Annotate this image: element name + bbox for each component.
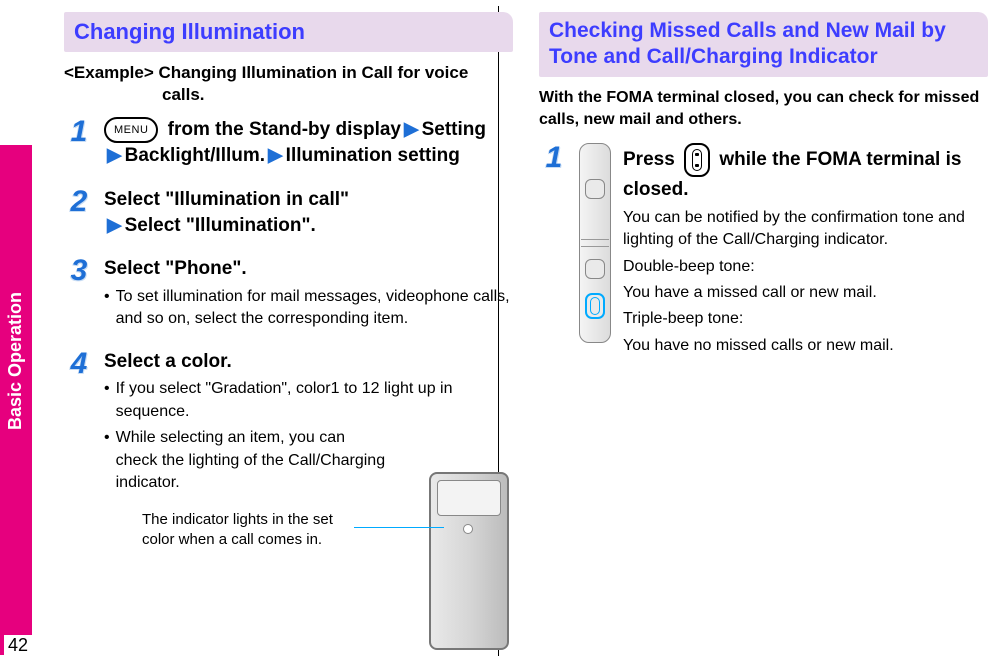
callout-line xyxy=(354,527,444,529)
step4-sub1: If you select "Gradation", color1 to 12 … xyxy=(116,378,513,423)
phone-hinge xyxy=(581,239,609,247)
rs1-line3: You have a missed call or new mail. xyxy=(623,282,988,304)
step-4-sub1: • If you select "Gradation", color1 to 1… xyxy=(104,378,513,423)
step-number: 3 xyxy=(64,256,94,286)
step-4-title: Select a color. xyxy=(104,349,513,375)
callout-text: The indicator lights in the set color wh… xyxy=(142,510,357,551)
step3-sub1: To set illumination for mail messages, v… xyxy=(116,286,513,331)
arrow-icon: ▶ xyxy=(401,119,422,140)
bullet-icon: • xyxy=(104,427,110,494)
right-step-1: 1 Press while the FOMA terminal is close… xyxy=(539,143,988,357)
right-step1-title: Press while the FOMA terminal is closed. xyxy=(623,143,988,203)
step-2: 2 Select "Illumination in call" ▶Select … xyxy=(64,187,513,238)
step1-seg1: from the Stand-by display xyxy=(162,119,401,140)
example-line1: <Example> Changing Illumination in Call … xyxy=(64,63,468,82)
step-number: 2 xyxy=(64,187,94,217)
phone-side-button xyxy=(585,179,605,199)
manual-page: Basic Operation 42 Changing Illumination… xyxy=(0,0,996,662)
menu-key-icon: MENU xyxy=(104,117,158,143)
step4-sub2b: check the lighting of the Call/Charging xyxy=(116,452,386,469)
rs1-line2: Double-beep tone: xyxy=(623,256,988,278)
step2-line1: Select "Illumination in call" xyxy=(104,189,349,210)
spine-label: Basic Operation xyxy=(5,292,26,430)
step-2-title: Select "Illumination in call" ▶Select "I… xyxy=(104,187,513,238)
phone-side-figure xyxy=(579,143,611,343)
step-number: 1 xyxy=(64,117,94,147)
right-column: Checking Missed Calls and New Mail by To… xyxy=(539,12,988,654)
page-number: 42 xyxy=(4,635,32,656)
step2-line2: Select "Illumination". xyxy=(125,215,316,236)
section-title-right: Checking Missed Calls and New Mail by To… xyxy=(539,12,988,77)
side-key-icon xyxy=(684,143,710,177)
rs1-title-a: Press xyxy=(623,149,680,170)
step-number: 1 xyxy=(539,143,569,173)
left-column: Changing Illumination <Example> Changing… xyxy=(64,12,513,654)
phone-led-indicator xyxy=(463,524,473,534)
step1-seg3: Backlight/Illum. xyxy=(125,145,265,166)
arrow-icon: ▶ xyxy=(104,215,125,236)
step-3-sub: • To set illumination for mail messages,… xyxy=(104,286,513,331)
rs1-line1: You can be notified by the confirmation … xyxy=(623,207,988,252)
right-intro: With the FOMA terminal closed, you can c… xyxy=(539,87,988,132)
columns: Changing Illumination <Example> Changing… xyxy=(64,12,988,654)
step4-sub2c: indicator. xyxy=(116,474,180,491)
example-text: <Example> Changing Illumination in Call … xyxy=(64,62,513,118)
phone-side-key-highlight xyxy=(585,293,605,319)
step-number: 4 xyxy=(64,349,94,379)
section-title-left: Changing Illumination xyxy=(64,12,513,52)
arrow-icon: ▶ xyxy=(104,145,125,166)
step-1: 1 MENU from the Stand-by display▶Setting… xyxy=(64,117,513,169)
rs1-line4: Triple-beep tone: xyxy=(623,308,988,330)
rs1-line5: You have no missed calls or new mail. xyxy=(623,335,988,357)
step1-seg4: Illumination setting xyxy=(286,145,460,166)
phone-side-button xyxy=(585,259,605,279)
step1-seg2: Setting xyxy=(422,119,486,140)
step-3: 3 Select "Phone". • To set illumination … xyxy=(64,256,513,330)
step-3-title: Select "Phone". xyxy=(104,256,513,282)
bullet-icon: • xyxy=(104,286,110,331)
example-line2: calls. xyxy=(64,84,507,107)
phone-closed-figure xyxy=(429,472,509,650)
arrow-icon: ▶ xyxy=(265,145,286,166)
bullet-icon: • xyxy=(104,378,110,423)
phone-sub-display xyxy=(437,480,501,516)
step4-sub2a: While selecting an item, you can xyxy=(116,429,345,446)
step-1-title: MENU from the Stand-by display▶Setting ▶… xyxy=(104,117,513,169)
